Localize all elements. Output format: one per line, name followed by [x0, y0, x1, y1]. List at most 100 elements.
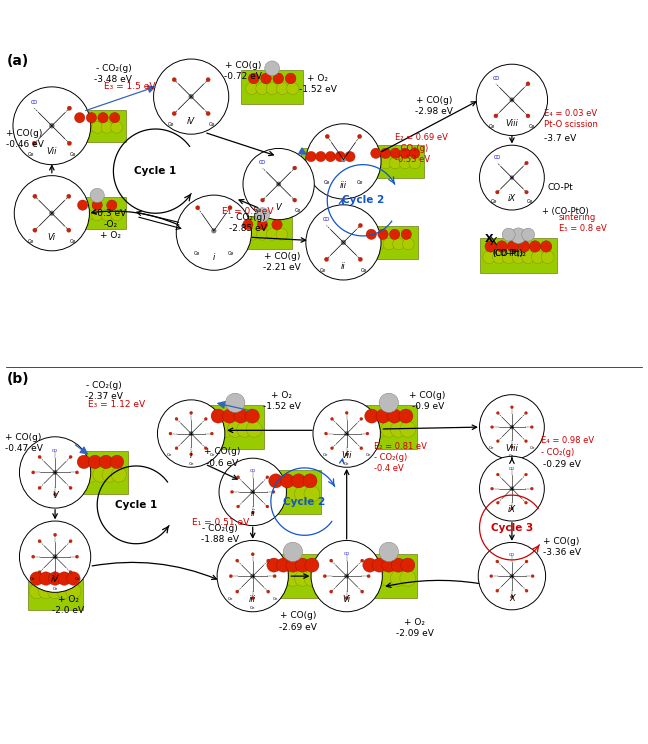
Text: (CO-Pt)₂: (CO-Pt)₂	[492, 249, 526, 258]
Circle shape	[285, 486, 301, 502]
Circle shape	[243, 149, 314, 219]
Circle shape	[189, 94, 194, 99]
Circle shape	[360, 590, 364, 593]
Circle shape	[54, 533, 56, 536]
Text: Ce: Ce	[52, 587, 58, 591]
Text: E₃ = 1.12 eV: E₃ = 1.12 eV	[88, 400, 145, 409]
Circle shape	[251, 553, 254, 556]
Circle shape	[110, 112, 120, 123]
Text: + CO(g)
-0.6 eV: + CO(g) -0.6 eV	[204, 447, 240, 467]
Circle shape	[330, 417, 334, 420]
Circle shape	[400, 148, 410, 158]
Circle shape	[54, 493, 56, 496]
Circle shape	[365, 409, 378, 423]
Circle shape	[266, 475, 269, 478]
Circle shape	[531, 251, 544, 263]
Circle shape	[276, 228, 288, 240]
Circle shape	[251, 511, 254, 514]
Circle shape	[275, 571, 292, 586]
Text: CO: CO	[52, 449, 58, 452]
Circle shape	[305, 558, 319, 572]
Circle shape	[311, 540, 382, 612]
Text: CO: CO	[343, 552, 350, 557]
Circle shape	[102, 467, 117, 482]
Text: E₁ = 0.5 eV: E₁ = 0.5 eV	[222, 207, 273, 216]
Circle shape	[393, 238, 404, 250]
Text: Ce: Ce	[256, 208, 262, 214]
Bar	[68, 109, 126, 142]
Text: iV: iV	[187, 117, 195, 126]
Circle shape	[325, 135, 329, 138]
Circle shape	[490, 574, 492, 577]
Text: Ce: Ce	[528, 124, 535, 129]
Circle shape	[190, 453, 192, 456]
Text: Ce: Ce	[527, 199, 533, 205]
Text: CO-Pt: CO-Pt	[548, 183, 573, 192]
Text: + O₂
-2.09 eV: + O₂ -2.09 eV	[396, 618, 434, 638]
Circle shape	[67, 228, 71, 232]
Circle shape	[382, 558, 396, 572]
Circle shape	[101, 209, 113, 221]
Text: Ce: Ce	[509, 455, 515, 458]
Circle shape	[485, 241, 496, 252]
Circle shape	[33, 194, 37, 199]
Circle shape	[111, 467, 126, 482]
Circle shape	[266, 228, 278, 240]
Text: Ce: Ce	[227, 597, 233, 601]
Circle shape	[390, 571, 406, 586]
Text: Viii: Viii	[505, 118, 518, 127]
Circle shape	[38, 583, 54, 599]
Circle shape	[379, 542, 399, 562]
Circle shape	[266, 559, 270, 562]
Circle shape	[524, 440, 527, 443]
Text: E₄ = 0.98 eV
- CO₂(g): E₄ = 0.98 eV - CO₂(g)	[541, 437, 594, 457]
Circle shape	[304, 486, 320, 502]
Text: iV: iV	[51, 575, 59, 584]
Text: Ce: Ce	[189, 462, 194, 466]
Text: - CO₂(g)
-1.88 eV: - CO₂(g) -1.88 eV	[202, 524, 239, 544]
Circle shape	[293, 198, 297, 202]
Circle shape	[330, 559, 333, 562]
Circle shape	[525, 161, 528, 164]
Circle shape	[360, 559, 364, 562]
Text: Ce: Ce	[70, 153, 76, 158]
Circle shape	[52, 554, 58, 559]
Circle shape	[111, 209, 122, 221]
Circle shape	[483, 251, 496, 263]
Circle shape	[379, 393, 399, 412]
Text: Ce: Ce	[227, 251, 234, 256]
Circle shape	[496, 190, 499, 194]
Circle shape	[82, 209, 93, 221]
Circle shape	[269, 474, 283, 488]
Circle shape	[399, 409, 413, 423]
Circle shape	[388, 409, 402, 423]
Circle shape	[511, 446, 513, 449]
Circle shape	[306, 151, 316, 161]
Text: Ce: Ce	[194, 251, 200, 256]
Circle shape	[266, 590, 270, 593]
Circle shape	[111, 121, 122, 133]
Circle shape	[260, 198, 264, 202]
Bar	[241, 70, 303, 103]
Circle shape	[344, 574, 349, 579]
Circle shape	[345, 411, 348, 414]
Circle shape	[266, 505, 269, 508]
Text: Ce: Ce	[167, 453, 172, 457]
Circle shape	[381, 571, 397, 586]
Text: E₁ = 0.51 eV: E₁ = 0.51 eV	[192, 518, 249, 527]
Circle shape	[285, 571, 301, 586]
Circle shape	[540, 241, 552, 252]
Text: E₂ = 0.81 eV
- CO₂(g)
-0.4 eV: E₂ = 0.81 eV - CO₂(g) -0.4 eV	[374, 442, 427, 473]
Circle shape	[524, 473, 527, 476]
Circle shape	[325, 151, 336, 161]
Circle shape	[251, 597, 254, 600]
Circle shape	[507, 241, 518, 252]
Text: -0.3 eV
-O₂
+ O₂: -0.3 eV -O₂ + O₂	[94, 208, 126, 240]
Circle shape	[82, 121, 93, 133]
Circle shape	[257, 228, 268, 240]
Bar	[360, 554, 417, 598]
Circle shape	[52, 470, 58, 475]
Text: E₂ = 0.69 eV
- CO₂(g)
-0.53 eV: E₂ = 0.69 eV - CO₂(g) -0.53 eV	[395, 133, 448, 164]
Circle shape	[229, 574, 233, 578]
Circle shape	[522, 228, 535, 241]
